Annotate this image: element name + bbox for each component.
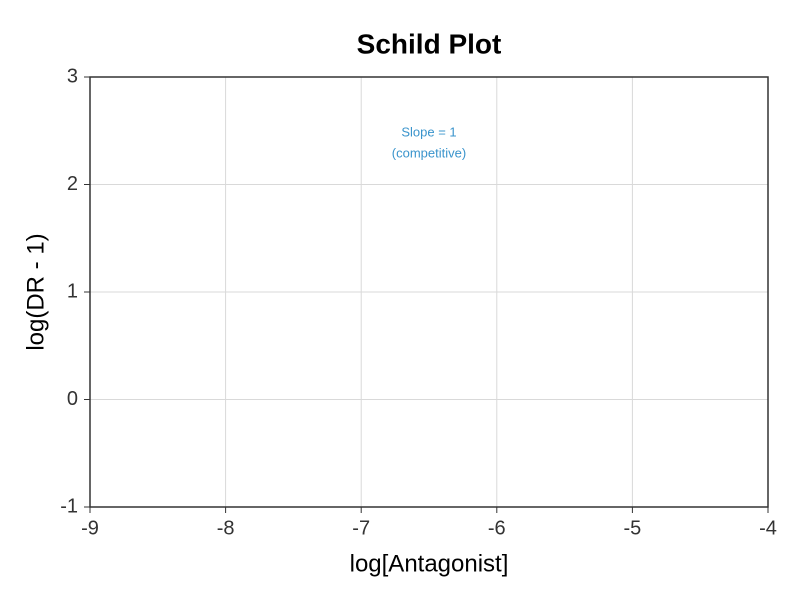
x-tick-label: -9 <box>81 517 99 539</box>
x-axis-label: log[Antagonist] <box>350 550 509 577</box>
x-tick-label: -4 <box>759 517 777 539</box>
y-tick-label: 3 <box>67 65 78 87</box>
y-axis-label: log(DR - 1) <box>22 233 49 350</box>
y-tick-label: 2 <box>67 173 78 195</box>
y-tick-label: 1 <box>67 280 78 302</box>
x-tick-label: -5 <box>624 517 642 539</box>
x-tick-label: -7 <box>352 517 370 539</box>
plot-border <box>89 76 769 508</box>
chart-title: Schild Plot <box>357 28 502 59</box>
x-tick-label: -6 <box>488 517 506 539</box>
x-tick-label: -8 <box>217 517 235 539</box>
annotation: Slope = 1 <box>401 124 456 139</box>
y-tick-label: -1 <box>60 495 78 517</box>
y-tick-label: 0 <box>67 388 78 410</box>
annotation: (competitive) <box>392 145 466 160</box>
